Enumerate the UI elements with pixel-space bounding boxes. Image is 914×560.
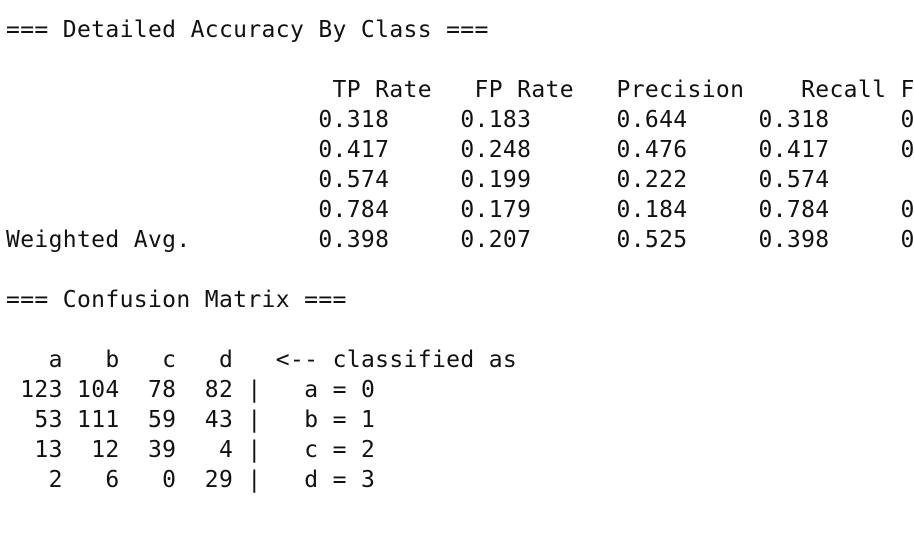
f-measure-value: 0.417 — [900, 227, 914, 253]
tp-rate-value: 0.784 — [247, 197, 390, 223]
confusion-count: 4 — [176, 437, 234, 463]
confusion-count: 43 — [176, 407, 234, 433]
f-measure-value: 0.445 — [900, 137, 914, 163]
header-gap — [233, 347, 276, 373]
confusion-row: 53 111 59 43 | b = 1 — [6, 405, 914, 435]
fp-rate-value: 0.207 — [389, 227, 532, 253]
confusion-count: 53 — [6, 407, 63, 433]
confusion-header-row: a b c d <-- classified as — [6, 345, 914, 375]
confusion-count: 6 — [62, 467, 120, 493]
accuracy-row-weighted-avg: Weighted Avg. 0.398 0.207 0.525 0.398 0.… — [6, 225, 914, 255]
confusion-column-label: b — [62, 347, 120, 373]
row-label — [6, 107, 247, 133]
confusion-count: 104 — [62, 377, 120, 403]
precision-value: 0.644 — [531, 107, 688, 133]
classified-as-label: <-- classified as — [275, 347, 518, 373]
accuracy-row: 0.417 0.248 0.476 0.417 0.445 — [6, 135, 914, 165]
class-label: d = 3 — [304, 467, 376, 493]
confusion-count: 82 — [176, 377, 234, 403]
confusion-count: 2 — [6, 467, 63, 493]
confusion-count: 78 — [119, 377, 177, 403]
row-label: Weighted Avg. — [6, 227, 248, 253]
fp-rate-value: 0.199 — [389, 167, 532, 193]
confusion-count: 29 — [176, 467, 234, 493]
blank-line — [6, 255, 914, 285]
confusion-column-label: c — [119, 347, 177, 373]
blank-line — [6, 45, 914, 75]
row-label-pad — [6, 77, 247, 103]
recall-value: 0.318 — [687, 107, 830, 133]
accuracy-row: 0.318 0.183 0.644 0.318 0.426 — [6, 105, 914, 135]
recall-value: 0.417 — [687, 137, 830, 163]
confusion-count: 123 — [6, 377, 63, 403]
precision-value: 0.476 — [531, 137, 688, 163]
confusion-column-label: d — [176, 347, 234, 373]
f-measure-value: 0.426 — [900, 107, 914, 133]
confusion-count: 39 — [119, 437, 177, 463]
confusion-row: 2 6 0 29 | d = 3 — [6, 465, 914, 495]
column-header: FP Rate — [431, 77, 574, 103]
recall-value: 0.398 — [687, 227, 830, 253]
confusion-count: 111 — [62, 407, 120, 433]
row-label — [6, 137, 247, 163]
fp-rate-value: 0.179 — [389, 197, 532, 223]
column-header: TP Rate — [247, 77, 432, 103]
confusion-row: 13 12 39 4 | c = 2 — [6, 435, 914, 465]
blank-line — [6, 315, 914, 345]
tp-rate-value: 0.417 — [247, 137, 390, 163]
class-label: a = 0 — [304, 377, 376, 403]
row-separator: | — [233, 437, 305, 463]
row-separator: | — [233, 467, 305, 493]
tp-rate-value: 0.318 — [247, 107, 390, 133]
confusion-count: 59 — [119, 407, 177, 433]
f-measure-value: 0.32 — [829, 167, 914, 193]
accuracy-title: === Detailed Accuracy By Class === — [6, 17, 489, 43]
class-label: c = 2 — [304, 437, 376, 463]
terminal-output: === Detailed Accuracy By Class === TP Ra… — [6, 15, 914, 495]
f-measure-value: 0.297 — [900, 197, 914, 223]
column-header: Precision — [573, 77, 745, 103]
row-label — [6, 197, 247, 223]
fp-rate-value: 0.183 — [389, 107, 532, 133]
column-header: F-Measure — [900, 77, 914, 103]
precision-value: 0.525 — [531, 227, 688, 253]
accuracy-row: 0.574 0.199 0.222 0.574 0.32 — [6, 165, 914, 195]
confusion-column-label: a — [6, 347, 63, 373]
accuracy-row: 0.784 0.179 0.184 0.784 0.297 — [6, 195, 914, 225]
recall-value: 0.784 — [687, 197, 830, 223]
row-separator: | — [233, 407, 305, 433]
class-label: b = 1 — [304, 407, 376, 433]
precision-value: 0.222 — [531, 167, 688, 193]
confusion-title: === Confusion Matrix === — [6, 287, 347, 313]
tp-rate-value: 0.398 — [247, 227, 390, 253]
precision-value: 0.184 — [531, 197, 688, 223]
fp-rate-value: 0.248 — [389, 137, 532, 163]
confusion-count: 12 — [62, 437, 120, 463]
row-label — [6, 167, 247, 193]
column-header: Recall — [744, 77, 887, 103]
confusion-count: 13 — [6, 437, 63, 463]
recall-value: 0.574 — [687, 167, 830, 193]
confusion-row: 123 104 78 82 | a = 0 — [6, 375, 914, 405]
tp-rate-value: 0.574 — [247, 167, 390, 193]
row-separator: | — [233, 377, 305, 403]
accuracy-header-row: TP Rate FP Rate Precision Recall F-Measu… — [6, 75, 914, 105]
confusion-count: 0 — [119, 467, 177, 493]
